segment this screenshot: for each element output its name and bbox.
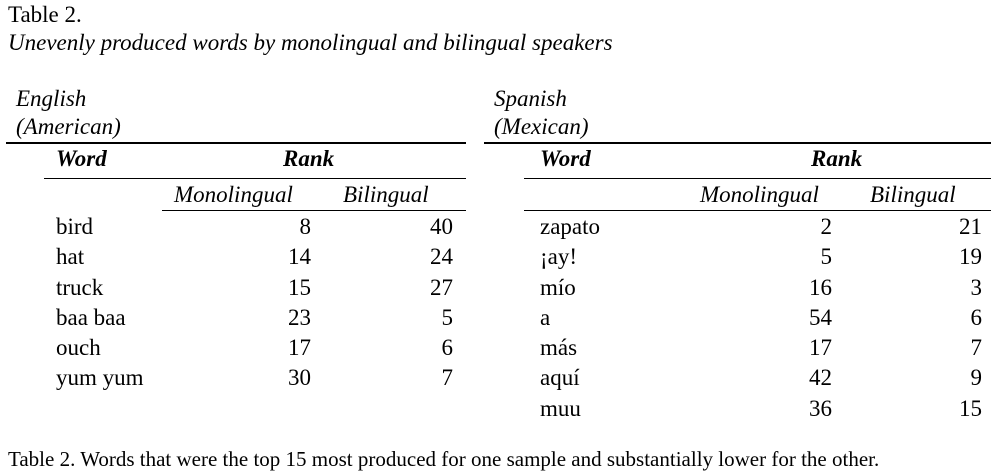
table-row: truck 15 27 (56, 275, 456, 305)
table-row: más 17 7 (540, 335, 982, 365)
word-cell: mío (540, 274, 576, 300)
top-rule (484, 142, 991, 144)
table-row: ¡ay! 5 19 (540, 244, 982, 274)
monolingual-cell: 42 (809, 365, 832, 391)
bilingual-cell: 19 (959, 244, 982, 270)
bilingual-cell: 24 (430, 244, 453, 270)
table-row: yum yum 30 7 (56, 365, 456, 395)
top-rule (6, 142, 130, 144)
monolingual-cell: 15 (288, 274, 311, 300)
table-row: ouch 17 6 (56, 335, 456, 365)
monolingual-cell: 36 (809, 395, 832, 421)
monolingual-cell: 5 (820, 244, 833, 270)
bilingual-cell: 9 (970, 365, 983, 391)
panel-variety: (American) (16, 114, 121, 139)
table-caption: Table 2. Words that were the top 15 most… (8, 447, 880, 471)
word-cell: ouch (56, 335, 101, 361)
bilingual-cell: 21 (959, 214, 982, 239)
table-number: Table 2. (8, 2, 82, 27)
bilingual-cell: 40 (430, 214, 453, 239)
table-row: zapato 2 21 (540, 214, 982, 244)
subheader-rule (524, 210, 991, 211)
bilingual-cell: 27 (430, 274, 453, 300)
header-rule (44, 178, 466, 179)
panel-language: English (16, 86, 87, 111)
monolingual-cell: 17 (288, 335, 311, 361)
panel-variety: (Mexican) (494, 114, 589, 139)
bilingual-cell: 15 (959, 395, 982, 421)
monolingual-cell: 23 (288, 304, 311, 330)
word-cell: ¡ay! (540, 244, 578, 270)
monolingual-cell: 16 (809, 274, 832, 300)
subheader-rule (162, 210, 466, 211)
table-title: Unevenly produced words by monolingual a… (8, 30, 613, 55)
table-row: hat 14 24 (56, 244, 456, 274)
bilingual-cell: 3 (970, 274, 983, 300)
word-cell: muu (540, 395, 581, 421)
rank-header: Rank (811, 146, 863, 171)
bilingual-cell: 7 (441, 365, 454, 391)
table-row: baa baa 23 5 (56, 305, 456, 335)
bilingual-header: Bilingual (870, 182, 956, 207)
word-cell: más (540, 335, 578, 361)
word-cell: a (540, 304, 551, 330)
table-row: a 54 6 (540, 305, 982, 335)
bilingual-cell: 5 (441, 304, 454, 330)
word-cell: bird (56, 214, 94, 239)
word-cell: zapato (540, 214, 601, 239)
word-header: Word (56, 146, 107, 171)
monolingual-cell: 30 (288, 365, 311, 391)
monolingual-cell: 8 (299, 214, 312, 239)
header-rule (524, 178, 991, 179)
top-rule-extension (130, 142, 466, 144)
word-header: Word (540, 146, 591, 171)
bilingual-cell: 6 (970, 304, 983, 330)
panel-language: Spanish (494, 86, 567, 111)
table-row: bird 8 40 (56, 214, 456, 244)
word-cell: hat (56, 244, 85, 270)
bilingual-cell: 6 (441, 335, 454, 361)
monolingual-cell: 14 (288, 244, 311, 270)
word-cell: aquí (540, 365, 580, 391)
monolingual-header: Monolingual (700, 182, 819, 207)
monolingual-cell: 2 (820, 214, 833, 239)
word-cell: truck (56, 274, 104, 300)
word-cell: baa baa (56, 304, 126, 330)
spanish-rows: zapato 2 21 ¡ay! 5 19 mío 16 3 a 54 6 más 17 7 aqu… (540, 214, 982, 426)
table-row: muu 36 15 (540, 396, 982, 426)
bilingual-header: Bilingual (343, 182, 429, 207)
table-row: mío 16 3 (540, 275, 982, 305)
monolingual-cell: 54 (809, 304, 832, 330)
english-rows: bird 8 40 hat 14 24 truck 15 27 baa baa 23 5 ouc… (56, 214, 456, 396)
bilingual-cell: 7 (970, 335, 983, 361)
table-row: aquí 42 9 (540, 365, 982, 395)
monolingual-header: Monolingual (174, 182, 293, 207)
rank-header: Rank (283, 146, 335, 171)
monolingual-cell: 17 (809, 335, 832, 361)
word-cell: yum yum (56, 365, 144, 391)
